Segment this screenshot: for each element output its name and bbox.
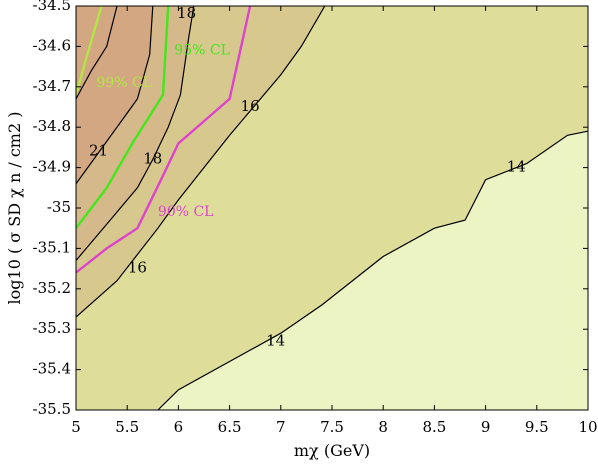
contour-labels: 14 14 16 16 18 18 21 90% CL 95% CL 99% CL [89,4,526,349]
cl-curve-0 [76,6,252,274]
y-axis-label: log10 ( σ SD χ n / cm2 ) [5,112,24,305]
confidence-curves [76,6,252,274]
cl-label-1: 95% CL [174,42,230,58]
contour-line-14 [157,130,588,410]
x-tick-label-9: 9.5 [525,418,549,436]
contour-label-21-0: 21 [89,141,108,159]
cl-curve-2 [76,6,103,96]
y-tick-label-8: -35.3 [33,319,71,337]
x-tick-label-3: 6.5 [218,418,242,436]
y-tick-label-7: -35.2 [33,279,71,297]
x-tick-label-6: 8 [378,418,388,436]
x-tick-label-10: 10 [578,418,597,436]
plot-area: 14 14 16 16 18 18 21 90% CL 95% CL 99% CL [76,4,588,410]
y-tick-label-0: -34.5 [33,0,71,14]
contour-line-16 [76,6,326,318]
x-tick-label-4: 7 [276,418,286,436]
contour-label-14-0: 14 [266,331,285,349]
x-tick-label-7: 8.5 [422,418,446,436]
fill-regions [76,6,588,410]
y-tick-label-10: -35.5 [33,400,71,418]
y-tick-label-6: -35.1 [33,238,71,256]
contour-label-16-0: 16 [128,259,147,277]
x-tick-label-0: 5 [71,418,81,436]
cl-label-2: 99% CL [96,75,152,91]
x-tick-label-2: 6 [174,418,184,436]
y-tick-label-1: -34.6 [33,36,71,54]
x-tick-label-8: 9 [481,418,491,436]
y-tick-label-3: -34.8 [33,117,71,135]
x-tick-label-1: 5.5 [115,418,139,436]
contour-label-16-1: 16 [241,97,260,115]
contour-lines [76,6,588,410]
contour-line-top [76,6,118,100]
y-tick-label-9: -35.4 [33,360,71,378]
x-axis-ticks: 5 5.5 6 6.5 7 7.5 8 8.5 9 9.5 10 [71,6,598,436]
x-tick-label-5: 7.5 [320,418,344,436]
cl-label-0: 90% CL [158,204,214,220]
contour-line-18 [76,6,195,261]
y-tick-label-4: -34.9 [33,158,71,176]
contour-line-21 [76,6,154,185]
fill-level-21 [76,6,153,184]
contour-label-18-1: 18 [177,4,196,22]
contour-label-18-0: 18 [143,150,162,168]
y-tick-label-5: -35 [47,198,71,216]
x-axis-label: mχ (GeV) [294,441,370,460]
cl-curve-1 [76,6,170,229]
y-tick-label-2: -34.7 [33,77,71,95]
contour-label-14-1: 14 [507,158,526,176]
y-axis-ticks: -34.5 -34.6 -34.7 -34.8 -34.9 -35 -35.1 -35.2 -3… [33,0,588,418]
